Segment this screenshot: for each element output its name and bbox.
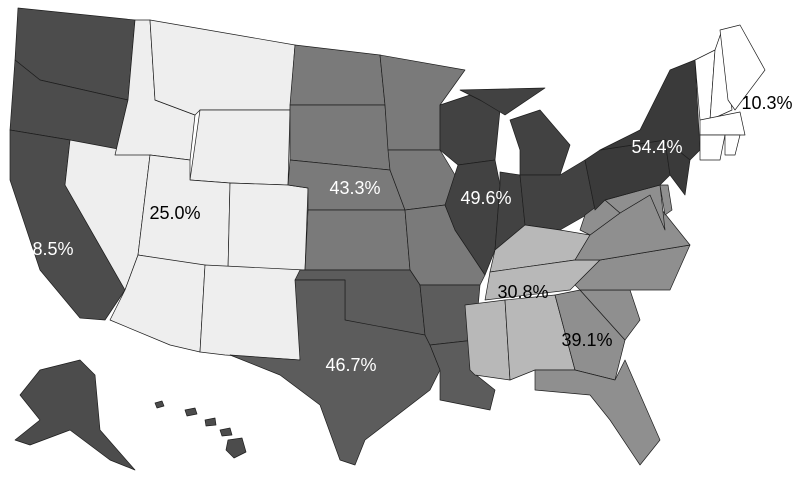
region-label: 25.0% [149,203,200,223]
state [219,427,233,437]
state [509,109,571,176]
state [664,139,691,196]
region-label: 43.3% [329,178,380,198]
state [289,44,386,106]
state [289,104,391,171]
state [459,87,546,116]
region-west-south-central [229,269,496,466]
state [304,209,411,271]
region-mountain [64,19,309,361]
region-pacific [9,7,247,471]
region-label: 46.7% [325,355,376,375]
region-label: 54.4% [631,137,682,157]
region-label: 48.5% [22,239,73,259]
state [204,417,217,427]
state [659,184,673,216]
region-new-england [694,24,766,161]
labels: 48.5% 25.0% 43.3% 46.7% 49.6% 30.8% 39.1… [22,93,792,375]
region-east-north-central [439,87,596,276]
state [719,24,766,111]
region-label: 30.8% [497,282,548,302]
state [534,359,661,466]
state [199,264,306,361]
region-west-north-central [287,44,486,286]
region-east-south-central [464,224,601,381]
region-label: 49.6% [460,188,511,208]
state [724,134,741,156]
region-label: 39.1% [561,330,612,350]
state [225,437,247,459]
region-middle-atlantic [584,59,701,211]
state [189,109,291,186]
state [699,111,746,136]
state [229,279,441,466]
state [709,29,733,121]
state [14,359,136,471]
state [554,289,626,381]
state [444,159,501,276]
state [149,19,296,116]
state [227,182,309,271]
state [184,407,198,417]
region-south-atlantic [534,184,691,466]
state [154,400,165,409]
state [699,134,726,161]
region-label: 10.3% [741,93,792,113]
state [464,299,511,381]
